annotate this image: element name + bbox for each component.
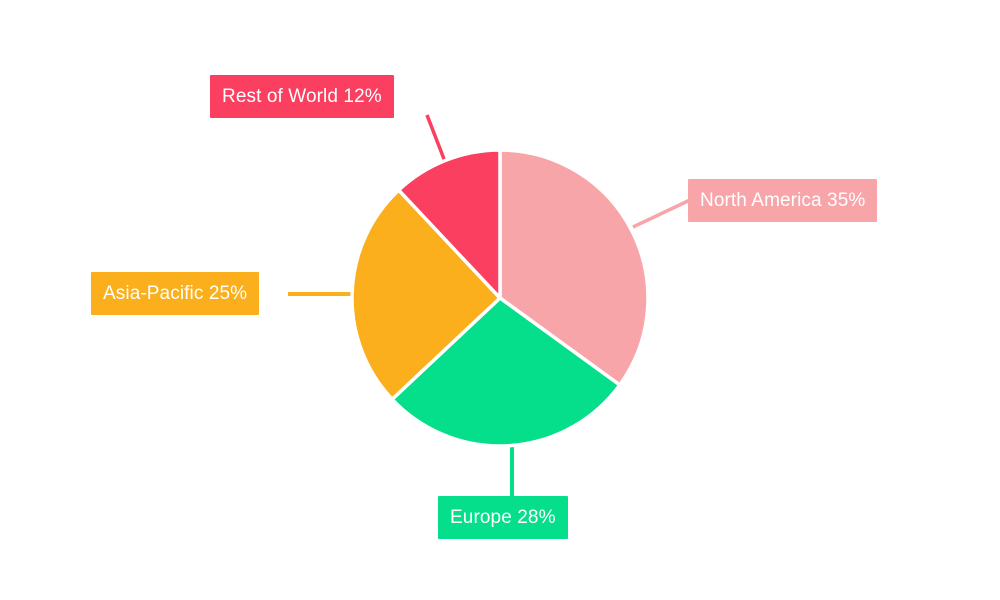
- pie-label-europe[interactable]: Europe 28%: [438, 496, 568, 539]
- pie-label-asia-pacific[interactable]: Asia-Pacific 25%: [91, 272, 260, 315]
- pie-slice-europe[interactable]: [390, 296, 622, 448]
- pie-label-north-america[interactable]: North America 35%: [688, 179, 878, 222]
- leader-line-north-america: [632, 198, 691, 229]
- pie-label-north-america-text: North America 35%: [700, 190, 866, 211]
- pie-slice-north-america[interactable]: [498, 148, 650, 387]
- pie-slice-asia-pacific[interactable]: [350, 188, 502, 402]
- pie-slices: [350, 148, 650, 448]
- pie-label-asia-pacific-text: Asia-Pacific 25%: [103, 283, 248, 304]
- pie-slice-rest-of-world[interactable]: [396, 148, 502, 300]
- pie-label-rest-of-world[interactable]: Rest of World 12%: [210, 75, 394, 118]
- pie-label-europe-text: Europe 28%: [450, 507, 556, 528]
- pie-label-rest-of-world-text: Rest of World 12%: [222, 86, 382, 107]
